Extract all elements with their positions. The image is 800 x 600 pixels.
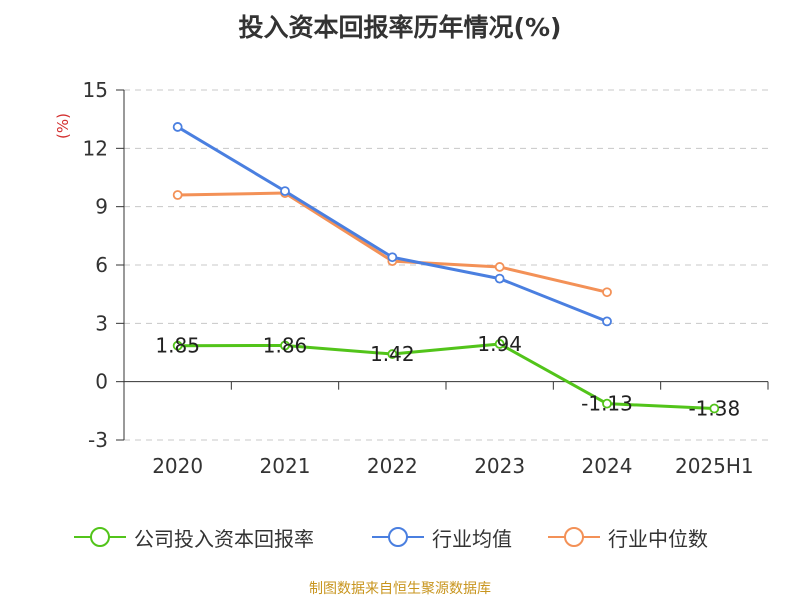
series-line	[177, 191, 608, 294]
y-tick-label: 0	[95, 370, 108, 394]
y-tick-label: 15	[83, 78, 108, 102]
data-point	[602, 287, 612, 298]
legend-item-company[interactable]: 公司投入资本回报率	[72, 522, 314, 552]
data-label: 1.42	[370, 342, 415, 366]
data-point	[387, 349, 398, 359]
data-label: -1.13	[581, 392, 633, 416]
legend-label-company: 公司投入资本回报率	[134, 526, 314, 551]
chart-title: 投入资本回报率历年情况(%)	[238, 13, 562, 42]
legend-marker-industry-mean	[372, 527, 424, 547]
data-point	[709, 403, 720, 414]
series-line	[177, 342, 715, 410]
data-point	[602, 316, 612, 327]
data-point	[602, 398, 612, 409]
data-point	[494, 273, 505, 284]
legend-item-industry-median[interactable]: 行业中位数	[546, 522, 708, 552]
data-label: 1.85	[155, 334, 200, 358]
data-point	[172, 340, 183, 351]
data-source-note: 制图数据来自恒生聚源数据库	[309, 581, 491, 597]
y-tick-label: 9	[95, 195, 108, 219]
legend-label-industry-mean: 行业均值	[432, 526, 512, 551]
legend-marker-company	[74, 527, 126, 547]
data-point	[280, 186, 290, 197]
y-axis-label: (%)	[54, 113, 72, 139]
legend-item-industry-mean[interactable]: 行业均值	[370, 522, 512, 552]
data-point	[172, 190, 183, 200]
x-tick-label: 2025H1	[675, 454, 754, 478]
y-tick-label: 6	[95, 253, 108, 277]
data-label: -1.38	[688, 397, 740, 421]
legend-label-industry-median: 行业中位数	[608, 526, 708, 551]
y-tick-label: 12	[83, 136, 108, 160]
x-tick-label: 2023	[474, 454, 525, 478]
series-line	[176, 125, 608, 323]
x-tick-label: 2024	[582, 454, 633, 478]
x-tick-label: 2021	[260, 454, 311, 478]
legend-marker-industry-median	[548, 527, 600, 547]
data-point	[494, 339, 505, 349]
y-tick-label: -3	[88, 428, 108, 452]
data-label: 1.94	[477, 332, 522, 356]
data-point	[280, 340, 290, 351]
data-point	[172, 122, 183, 132]
chart-legend: 公司投入资本回报率 行业均值 行业中位数	[0, 522, 800, 552]
x-tick-label: 2022	[367, 454, 418, 478]
data-point	[387, 252, 398, 263]
data-label: 1.86	[263, 334, 308, 358]
data-point	[494, 262, 505, 272]
y-tick-label: 3	[95, 311, 108, 335]
x-tick-label: 2020	[152, 454, 203, 478]
